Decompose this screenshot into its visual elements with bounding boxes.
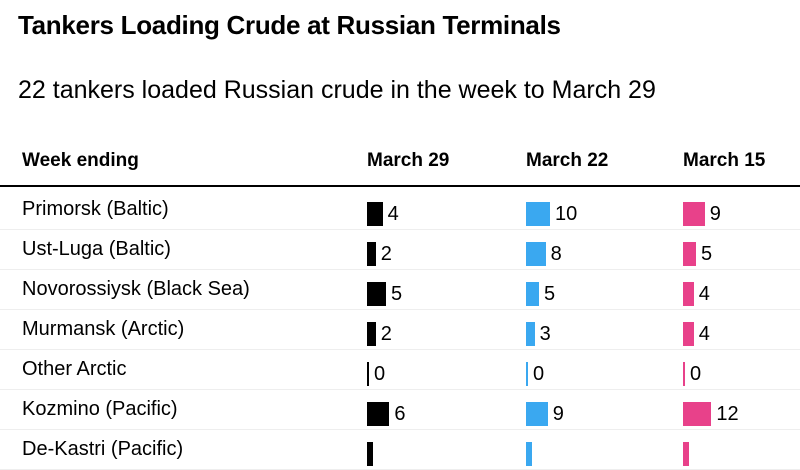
value-label: 4 [698, 322, 710, 345]
value-label: 12 [716, 402, 739, 425]
value-cell: 4 [683, 322, 710, 346]
value-label: 2 [380, 322, 392, 345]
row-label: Ust-Luga (Baltic) [22, 238, 171, 260]
table-row: Ust-Luga (Baltic) 2 8 5 [0, 230, 800, 270]
value-label: 8 [550, 242, 562, 265]
bar [526, 242, 546, 266]
row-divider [0, 389, 800, 390]
value-cell: 9 [526, 402, 564, 426]
row-divider [0, 349, 800, 350]
bar [367, 442, 373, 466]
value-cell: 3 [526, 322, 551, 346]
value-label: 4 [698, 282, 710, 305]
table-row: Murmansk (Arctic) 2 3 4 [0, 310, 800, 350]
value-cell: 2 [367, 242, 392, 266]
row-label: Kozmino (Pacific) [22, 398, 178, 420]
value-cell: 0 [367, 362, 385, 386]
row-divider [0, 229, 800, 230]
table-row: Primorsk (Baltic) 4 10 9 [0, 190, 800, 230]
table-row: Other Arctic 0 0 0 [0, 350, 800, 390]
value-cell: 4 [683, 282, 710, 306]
value-cell: 5 [526, 282, 555, 306]
value-label: 2 [380, 242, 392, 265]
value-cell: 0 [526, 362, 544, 386]
value-cell: 5 [683, 242, 712, 266]
value-cell [367, 442, 373, 466]
value-label: 5 [391, 282, 403, 305]
bar [683, 282, 694, 306]
value-label: 6 [394, 402, 406, 425]
value-label: 10 [555, 202, 578, 225]
value-cell: 8 [526, 242, 562, 266]
bar [683, 362, 685, 386]
row-label: Primorsk (Baltic) [22, 198, 169, 220]
value-cell: 0 [683, 362, 701, 386]
value-cell: 12 [683, 402, 739, 426]
value-cell: 5 [367, 282, 402, 306]
bar [367, 282, 386, 306]
value-label: 5 [701, 242, 713, 265]
header-col-1: March 29 [367, 150, 450, 171]
bar [526, 402, 548, 426]
row-label: Murmansk (Arctic) [22, 318, 185, 340]
row-divider [0, 309, 800, 310]
bar [526, 282, 539, 306]
bar [683, 322, 694, 346]
bar [526, 322, 535, 346]
row-divider [0, 269, 800, 270]
table-row: De-Kastri (Pacific) [0, 430, 800, 470]
bar [526, 362, 528, 386]
row-label: Other Arctic [22, 358, 127, 380]
bar [367, 322, 376, 346]
header-week-ending: Week ending [22, 150, 139, 171]
table-row: Novorossiysk (Black Sea) 5 5 4 [0, 270, 800, 310]
value-label: 0 [374, 362, 386, 385]
value-label: 5 [544, 282, 556, 305]
value-cell: 2 [367, 322, 392, 346]
value-cell: 4 [367, 202, 399, 226]
bar [367, 362, 369, 386]
row-label: Novorossiysk (Black Sea) [22, 278, 250, 300]
header-col-2: March 22 [526, 150, 609, 171]
value-cell: 10 [526, 202, 577, 226]
value-label: 4 [387, 202, 399, 225]
value-cell [683, 442, 689, 466]
header-col-3: March 15 [683, 150, 766, 171]
row-divider [0, 429, 800, 430]
bar [683, 402, 712, 426]
bar [683, 202, 705, 226]
value-label: 0 [690, 362, 702, 385]
header-rule [0, 185, 800, 187]
value-cell [526, 442, 532, 466]
value-cell: 9 [683, 202, 721, 226]
table-row: Kozmino (Pacific) 6 9 12 [0, 390, 800, 430]
value-label: 0 [533, 362, 545, 385]
bar [526, 442, 532, 466]
bar [367, 402, 390, 426]
bar [526, 202, 550, 226]
bar [683, 242, 696, 266]
chart-title: Tankers Loading Crude at Russian Termina… [18, 10, 561, 40]
bar [683, 442, 689, 466]
value-label: 9 [709, 202, 721, 225]
value-label: 9 [552, 402, 564, 425]
chart-subtitle: 22 tankers loaded Russian crude in the w… [18, 76, 656, 104]
value-cell: 6 [367, 402, 406, 426]
bar [367, 202, 383, 226]
bar [367, 242, 376, 266]
value-label: 3 [539, 322, 551, 345]
row-label: De-Kastri (Pacific) [22, 438, 184, 460]
